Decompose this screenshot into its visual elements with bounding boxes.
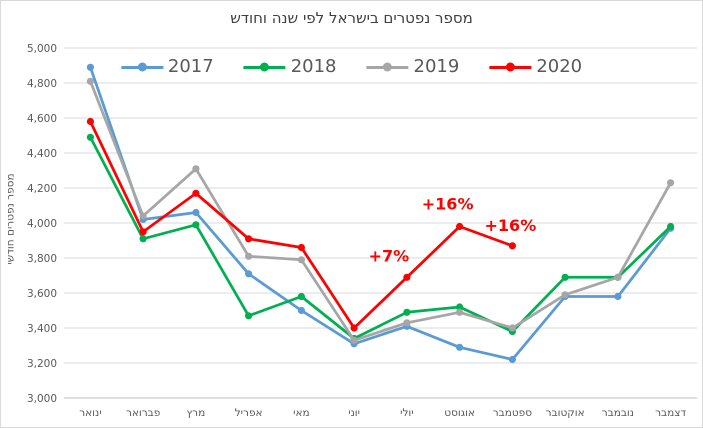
- data-point-2018: [86, 133, 94, 141]
- x-tick-label: יולי: [400, 407, 414, 419]
- data-point-2020: [192, 189, 200, 197]
- legend-dot-icon: [505, 62, 515, 72]
- data-point-2018: [297, 292, 305, 301]
- y-tick-label: 3,600: [27, 288, 57, 300]
- legend-dot-icon: [260, 62, 270, 72]
- data-point-2019: [667, 179, 675, 187]
- x-tick-label: אוגוסט: [444, 407, 475, 419]
- x-tick-label: מרץ: [187, 407, 206, 419]
- legend-label-2017: 2017: [167, 56, 214, 77]
- x-tick-label: פברואר: [126, 407, 160, 419]
- data-point-2017: [614, 292, 622, 301]
- y-tick-label: 4,000: [27, 218, 57, 230]
- data-point-2019: [86, 77, 94, 85]
- data-point-2019: [456, 308, 464, 316]
- data-point-2019: [614, 273, 622, 281]
- y-tick-label: 4,200: [27, 183, 57, 195]
- legend-line-marker-icon: [366, 62, 409, 72]
- y-tick-label: 3,200: [27, 358, 57, 370]
- annotation-label: +16%: [485, 216, 537, 235]
- y-tick-label: 5,000: [27, 43, 57, 55]
- data-point-2020: [297, 243, 305, 252]
- data-point-2017: [508, 355, 516, 364]
- annotation-label: +16%: [422, 195, 474, 214]
- legend-label-2019: 2019: [413, 56, 460, 77]
- x-tick-label: יוני: [348, 407, 360, 419]
- data-point-2020: [86, 117, 94, 126]
- legend-dot-icon: [383, 62, 392, 72]
- data-point-2017: [245, 270, 253, 278]
- data-point-2019: [508, 324, 516, 332]
- y-tick-label: 4,400: [27, 148, 57, 160]
- data-point-2017: [192, 208, 200, 217]
- x-tick-label: אפריל: [235, 407, 263, 419]
- data-point-2017: [297, 306, 305, 315]
- data-point-2018: [192, 221, 200, 229]
- legend-line-marker-icon: [120, 62, 163, 72]
- y-tick-label: 4,800: [27, 78, 57, 90]
- data-point-2019: [561, 291, 569, 299]
- x-tick-label: ינואר: [79, 407, 101, 419]
- x-tick-label: דצמבר: [655, 407, 686, 419]
- legend-label-2020: 2020: [536, 56, 583, 77]
- data-point-2018: [403, 308, 411, 316]
- y-tick-label: 3,400: [27, 323, 57, 335]
- data-point-2018: [245, 312, 253, 320]
- data-point-2020: [350, 324, 358, 332]
- chart-title: מספר נפטרים בישראל לפי שנה וחודש: [230, 9, 473, 27]
- y-tick-label: 4,600: [27, 113, 57, 125]
- data-point-2018: [456, 303, 464, 311]
- data-point-2019: [350, 336, 358, 344]
- legend-item-2019: 2019: [366, 56, 460, 77]
- data-point-2019: [245, 252, 253, 260]
- legend-item-2020: 2020: [489, 58, 582, 76]
- series-line-2018: [89, 135, 672, 340]
- x-tick-label: ספטמבר: [493, 407, 532, 419]
- data-point-2017: [456, 343, 464, 351]
- data-point-2018: [561, 273, 569, 281]
- data-point-2018: [667, 222, 675, 231]
- series-line-2017: [89, 65, 672, 361]
- legend-item-2018: 2018: [243, 56, 337, 77]
- data-point-2020: [139, 228, 147, 236]
- x-tick-label: נובמבר: [602, 407, 634, 419]
- legend-label-2018: 2018: [290, 56, 337, 77]
- series-line-2019: [89, 79, 672, 342]
- legend-line-marker-icon: [243, 62, 286, 72]
- x-tick-label: מאי: [293, 407, 310, 419]
- legend-item-2017: 2017: [120, 56, 214, 77]
- legend-dot-icon: [137, 62, 147, 72]
- data-point-2020: [245, 235, 253, 243]
- data-point-2020: [456, 222, 464, 231]
- data-point-2019: [297, 256, 305, 264]
- x-tick-label: אוקטובר: [546, 407, 585, 419]
- chart-legend: 2017 2018 2019 2020: [120, 56, 582, 77]
- legend-line-marker-icon: [489, 62, 532, 72]
- data-point-2019: [403, 319, 411, 327]
- y-tick-label: 3,800: [27, 253, 57, 265]
- annotation-label: +7%: [369, 246, 410, 265]
- y-tick-label: 3,000: [27, 393, 57, 405]
- data-point-2017: [86, 63, 94, 71]
- data-point-2020: [508, 242, 516, 250]
- data-point-2019: [139, 212, 147, 220]
- data-point-2019: [192, 165, 200, 173]
- data-point-2020: [403, 273, 411, 281]
- y-axis-title: מספר נפטרים חודשי: [5, 173, 18, 265]
- data-point-2018: [139, 235, 147, 243]
